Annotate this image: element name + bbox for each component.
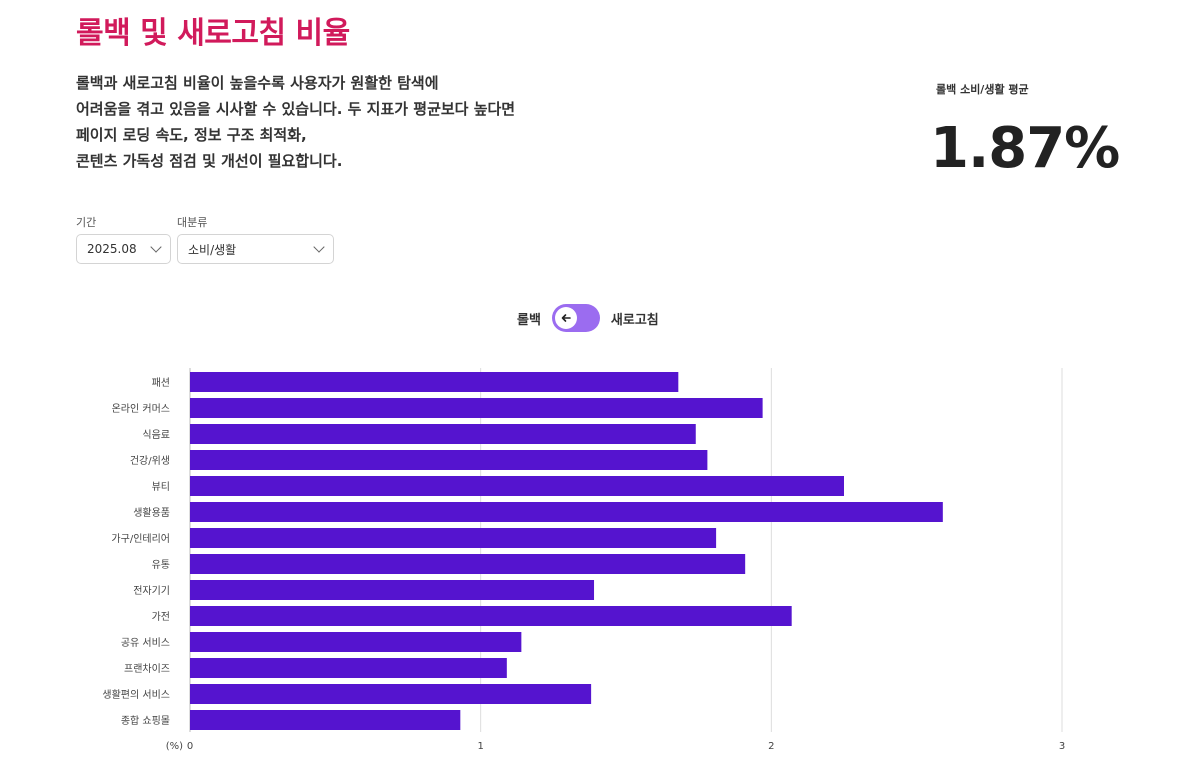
- category-label: 가구/인테리어: [111, 533, 170, 545]
- x-tick-label: 1: [477, 741, 483, 752]
- description-line: 롤백과 새로고침 비율이 높을수록 사용자가 원활한 탐색에: [76, 74, 439, 92]
- bar[interactable]: [190, 580, 595, 600]
- category-label: 뷰티: [152, 481, 170, 493]
- period-select[interactable]: 2025.08: [76, 234, 171, 264]
- category-label: 대분류: [177, 216, 208, 229]
- category-label: 프랜차이즈: [124, 663, 170, 675]
- bar[interactable]: [190, 476, 844, 496]
- bar[interactable]: [190, 554, 746, 574]
- description-line: 콘텐츠 가독성 점검 및 개선이 필요합니다.: [76, 152, 343, 170]
- page-title: 롤백 및 새로고침 비율: [76, 16, 350, 51]
- bar[interactable]: [190, 658, 507, 678]
- category-select[interactable]: 소비/생활: [177, 234, 334, 264]
- average-value: 1.87%: [930, 116, 1120, 181]
- bar[interactable]: [190, 450, 708, 470]
- toggle-knob[interactable]: [554, 307, 577, 329]
- bar[interactable]: [190, 424, 696, 444]
- period-label: 기간: [76, 216, 97, 229]
- category-label: 온라인 커머스: [112, 403, 170, 415]
- bar[interactable]: [190, 398, 763, 418]
- category-value: 소비/생활: [188, 242, 237, 257]
- metric-toggle[interactable]: [551, 304, 600, 332]
- category-label: 공유 서비스: [121, 637, 170, 649]
- unit-label: (%): [166, 741, 183, 752]
- period-value: 2025.08: [87, 242, 137, 256]
- bar[interactable]: [190, 372, 679, 392]
- arrow-left-icon: [561, 314, 571, 322]
- bar[interactable]: [190, 606, 792, 626]
- bar[interactable]: [190, 632, 522, 652]
- x-tick-label: 3: [1059, 741, 1065, 752]
- description: 롤백과 새로고침 비율이 높을수록 사용자가 원활한 탐색에 어려움을 겪고 있…: [76, 70, 596, 174]
- category-label: 가전: [152, 611, 170, 623]
- category-label: 종합 쇼핑몰: [121, 715, 170, 727]
- bar[interactable]: [190, 528, 717, 548]
- bar[interactable]: [190, 684, 592, 704]
- category-label: 건강/위생: [130, 454, 170, 467]
- category-label: 식음료: [142, 429, 170, 441]
- x-tick-label: 0: [187, 741, 193, 752]
- x-tick-label: 2: [768, 741, 774, 752]
- category-label: 전자기기: [133, 585, 170, 597]
- category-label: 생활편의 서비스: [102, 688, 170, 701]
- period-filter: 기간 2025.08: [76, 214, 171, 264]
- bar[interactable]: [190, 710, 461, 730]
- category-label: 생활용품: [133, 506, 170, 519]
- bar[interactable]: [190, 502, 943, 522]
- category-label: 패션: [152, 377, 170, 389]
- category-filter: 대분류 소비/생활: [177, 214, 334, 264]
- toggle-right-label[interactable]: 새로고침: [610, 312, 659, 328]
- toggle-left-label[interactable]: 롤백: [517, 312, 541, 328]
- average-label: 롤백 소비/생활 평균: [936, 83, 1029, 96]
- description-line: 어려움을 겪고 있음을 시사할 수 있습니다. 두 지표가 평균보다 높다면: [76, 100, 516, 118]
- bar-layer: [190, 372, 943, 730]
- description-line: 페이지 로딩 속도, 정보 구조 최적화,: [76, 126, 307, 144]
- metric-toggle-row: 롤백 새로고침: [517, 304, 659, 332]
- category-label: 유통: [152, 559, 170, 571]
